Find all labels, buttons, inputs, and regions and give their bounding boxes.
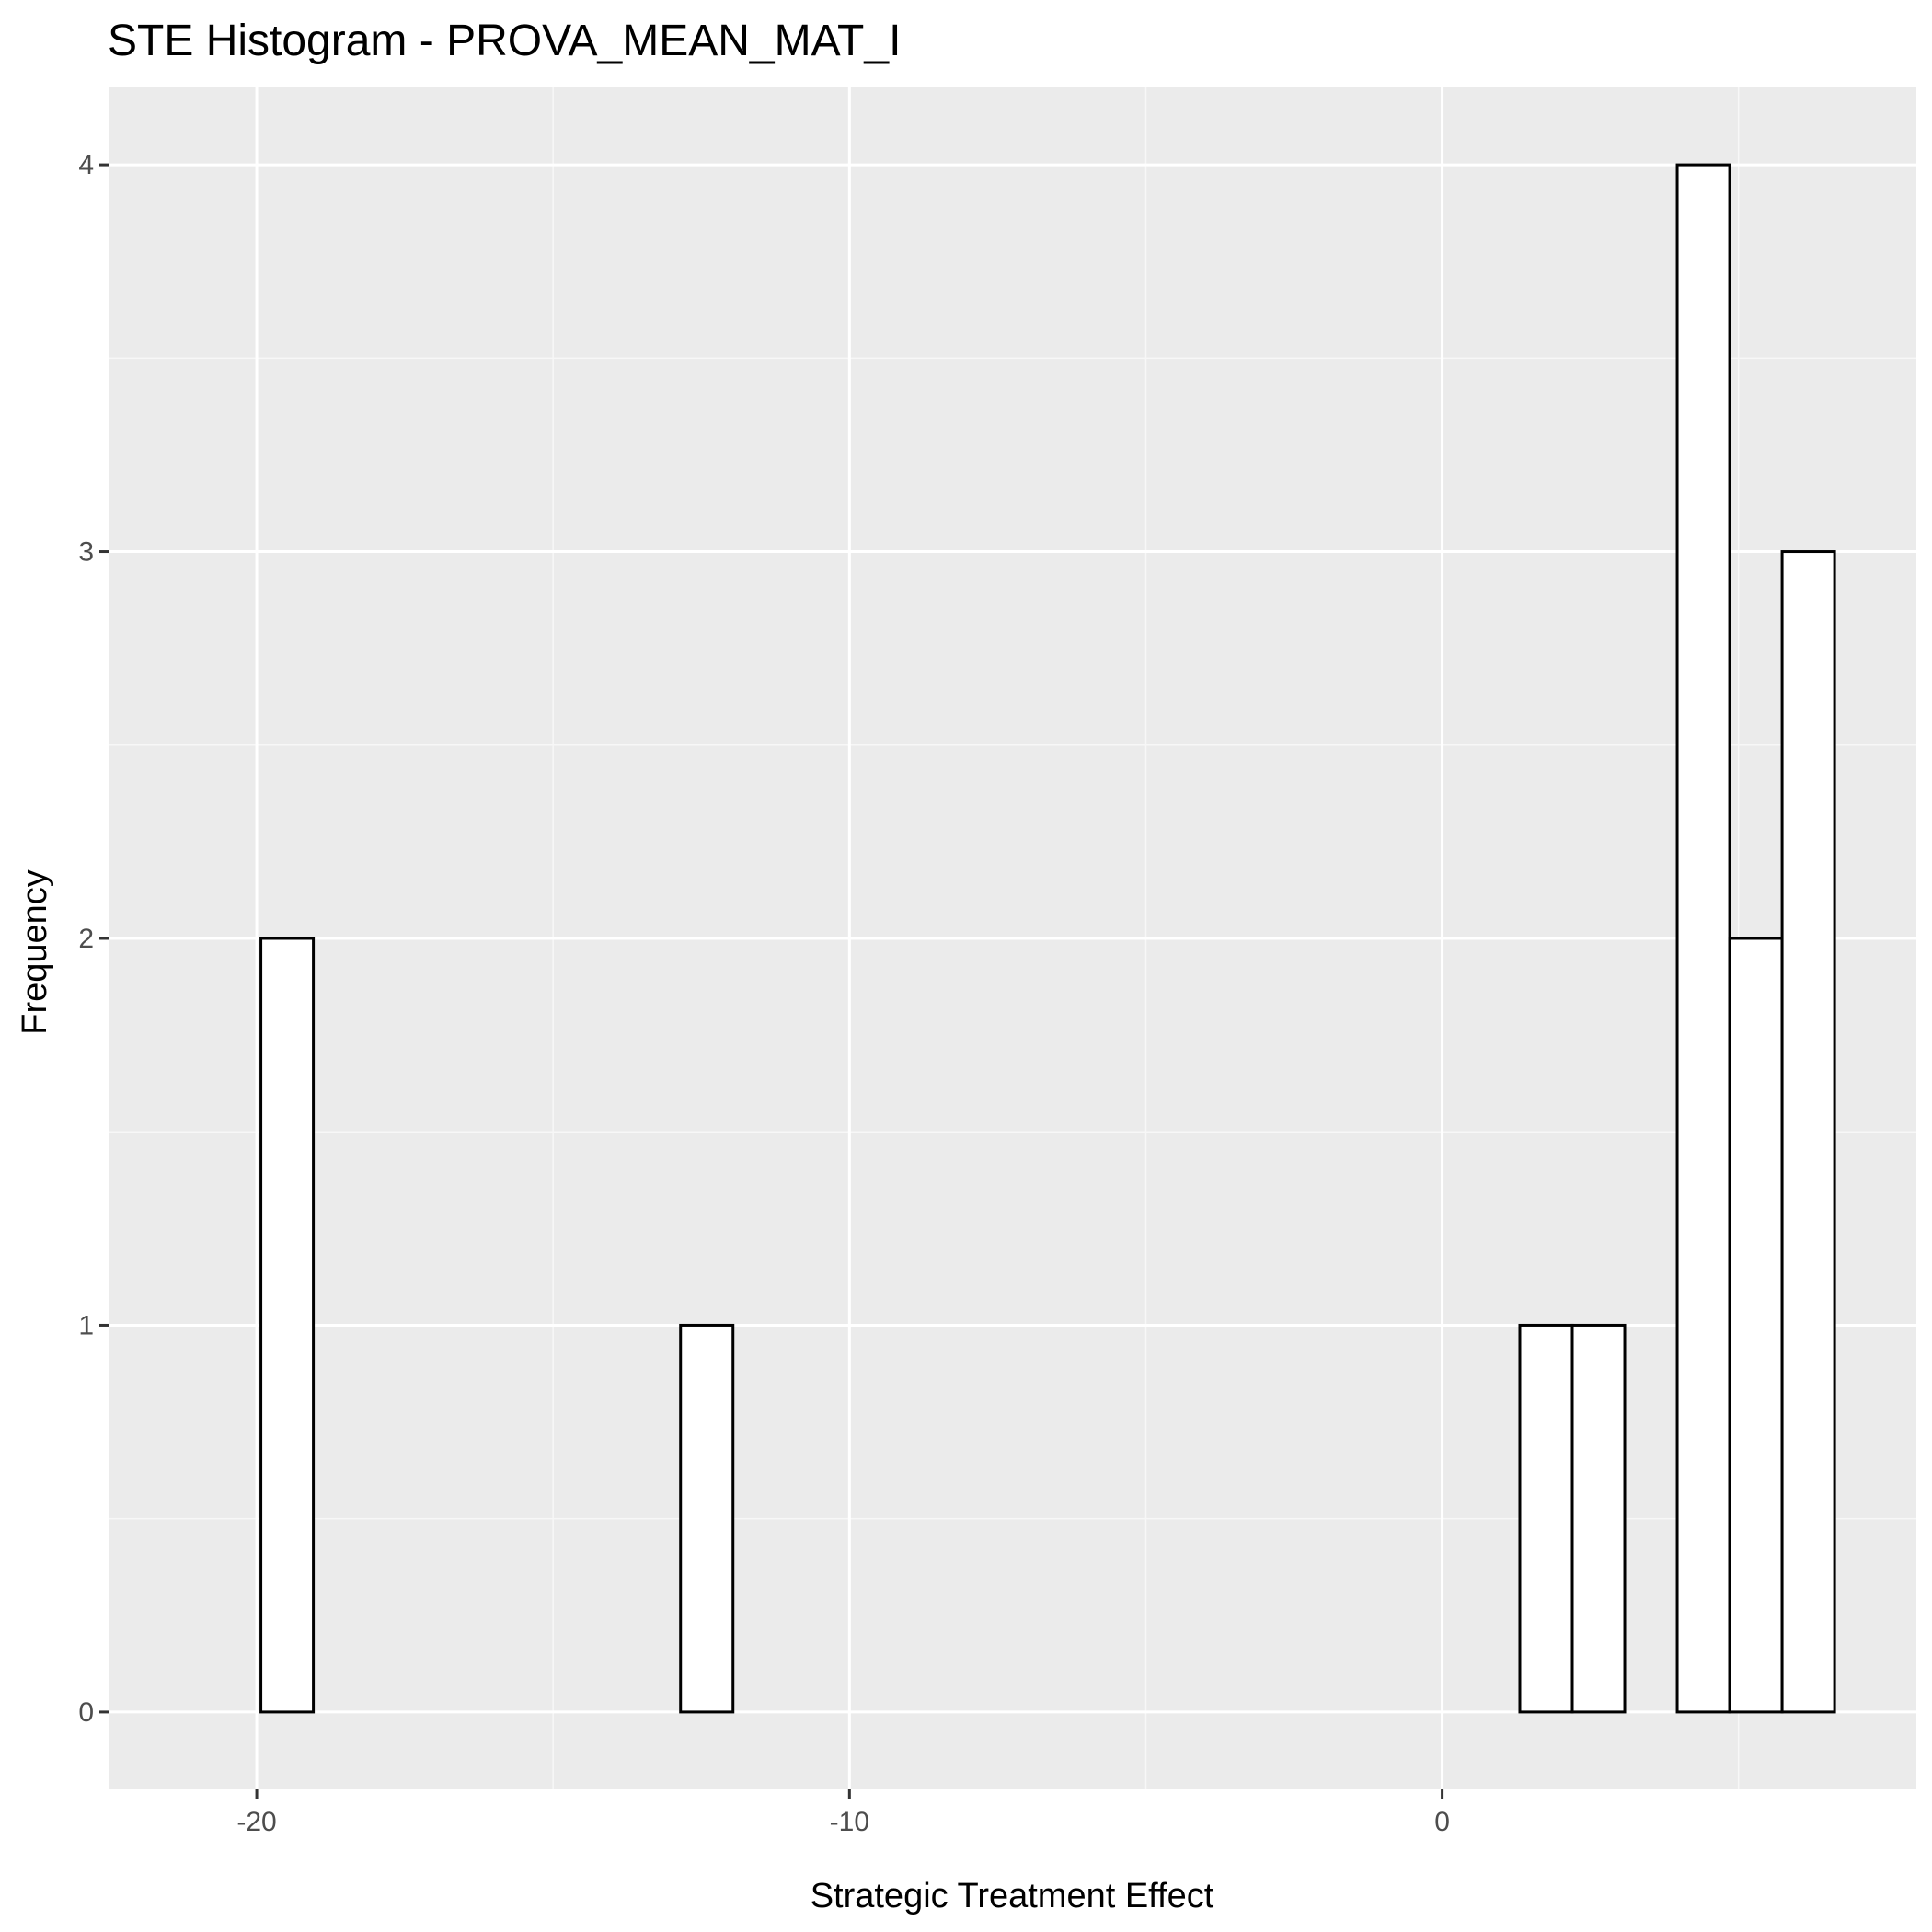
histogram-bar xyxy=(1570,1323,1627,1714)
y-tick-label: 2 xyxy=(78,924,94,954)
x-tick-label: 0 xyxy=(1434,1807,1450,1837)
x-axis-title: Strategic Treatment Effect xyxy=(811,1877,1214,1915)
histogram-bar xyxy=(259,937,316,1714)
y-tick-label: 1 xyxy=(78,1310,94,1340)
y-axis: 0 1 2 3 4 xyxy=(78,150,109,1728)
y-tick-label: 0 xyxy=(78,1697,94,1728)
y-axis-title: Frequency xyxy=(16,869,54,1035)
histogram-bar xyxy=(1780,550,1836,1714)
y-tick-label: 3 xyxy=(78,537,94,568)
x-tick-label: -20 xyxy=(236,1807,276,1837)
histogram-bar xyxy=(1675,163,1731,1714)
histogram-bar xyxy=(1518,1323,1574,1714)
x-axis: -20 -10 0 xyxy=(236,1789,1450,1837)
histogram-bar xyxy=(679,1323,735,1714)
y-tick-label: 4 xyxy=(78,150,94,180)
x-tick-label: -10 xyxy=(830,1807,869,1837)
chart-title: STE Histogram - PROVA_MEAN_MAT_I xyxy=(108,17,901,65)
histogram-bars xyxy=(259,163,1836,1714)
histogram-bar xyxy=(1728,937,1784,1714)
